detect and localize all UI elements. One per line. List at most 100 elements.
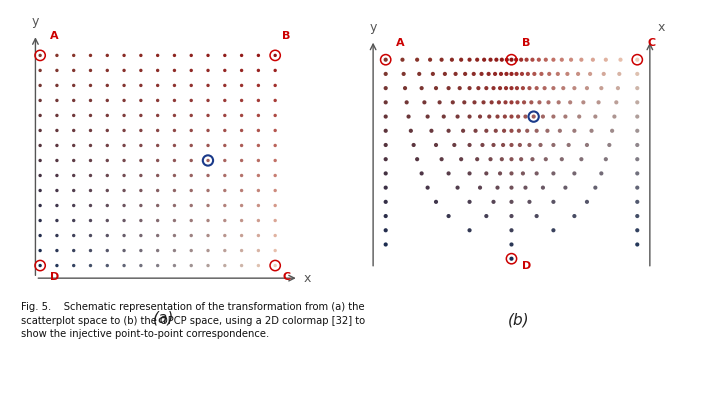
Point	[102, 67, 113, 74]
Point	[531, 213, 542, 219]
Point	[135, 172, 146, 179]
Point	[51, 127, 63, 134]
Point	[68, 82, 80, 89]
Point	[135, 232, 146, 239]
Point	[506, 85, 517, 91]
Point	[488, 142, 499, 148]
Point	[450, 71, 461, 77]
Point	[219, 262, 230, 269]
Point	[135, 247, 146, 254]
Point	[491, 57, 502, 63]
Point	[85, 127, 96, 134]
Point	[252, 97, 264, 103]
Point	[102, 232, 113, 239]
Point	[501, 85, 512, 91]
Point	[380, 128, 391, 134]
Point	[464, 227, 475, 234]
Point	[68, 232, 80, 239]
Point	[473, 85, 484, 91]
Point	[474, 113, 486, 120]
Point	[219, 127, 230, 134]
Point	[219, 82, 230, 89]
Point	[479, 57, 490, 63]
Point	[447, 57, 458, 63]
Point	[236, 247, 247, 254]
Point	[34, 142, 46, 148]
Point	[102, 247, 113, 254]
Point	[492, 184, 503, 191]
Point	[152, 262, 164, 269]
Point	[219, 232, 230, 239]
Point	[169, 232, 180, 239]
Text: C: C	[282, 272, 290, 282]
Point	[481, 170, 492, 177]
Point	[152, 217, 164, 224]
Point	[186, 232, 197, 239]
Point	[269, 202, 281, 209]
Point	[119, 142, 130, 148]
Point	[152, 142, 164, 148]
Point	[481, 128, 492, 134]
Point	[542, 128, 553, 134]
Point	[236, 142, 247, 148]
Point	[219, 247, 230, 254]
Point	[169, 97, 180, 103]
Point	[85, 82, 96, 89]
Point	[152, 82, 164, 89]
Point	[34, 127, 46, 134]
Point	[203, 187, 214, 194]
Point	[269, 217, 281, 224]
Point	[203, 217, 214, 224]
Point	[506, 256, 517, 262]
Point	[169, 112, 180, 119]
Point	[102, 202, 113, 209]
Point	[85, 262, 96, 269]
Point	[252, 157, 264, 164]
Point	[631, 170, 643, 177]
Point	[135, 217, 146, 224]
Point	[152, 202, 164, 209]
Point	[135, 67, 146, 74]
Point	[203, 127, 214, 134]
Point	[485, 57, 496, 63]
Point	[236, 67, 247, 74]
Point	[492, 113, 503, 120]
Point	[452, 184, 464, 191]
Point	[252, 142, 264, 148]
Point	[506, 71, 517, 77]
Point	[236, 157, 247, 164]
Point	[511, 85, 523, 91]
Point	[517, 170, 528, 177]
Point	[269, 127, 281, 134]
Point	[538, 184, 549, 191]
Point	[203, 82, 214, 89]
Point	[631, 213, 643, 219]
Point	[236, 112, 247, 119]
Text: Fig. 5.    Schematic representation of the transformation from (a) the
scatterpl: Fig. 5. Schematic representation of the …	[21, 302, 365, 339]
Point	[506, 213, 517, 219]
Point	[186, 187, 197, 194]
Point	[430, 85, 442, 91]
Point	[236, 262, 247, 269]
Point	[34, 217, 46, 224]
Point	[219, 67, 230, 74]
Point	[169, 67, 180, 74]
Point	[236, 172, 247, 179]
Point	[269, 232, 281, 239]
Point	[527, 156, 538, 162]
Point	[488, 85, 499, 91]
Point	[496, 57, 508, 63]
Point	[569, 213, 580, 219]
Point	[517, 85, 528, 91]
Point	[506, 113, 517, 120]
Point	[152, 247, 164, 254]
Point	[135, 262, 146, 269]
Point	[152, 97, 164, 103]
Point	[51, 172, 63, 179]
Point	[470, 128, 481, 134]
Point	[102, 142, 113, 148]
Point	[269, 142, 281, 148]
Point	[85, 52, 96, 59]
Point	[135, 187, 146, 194]
Point	[252, 172, 264, 179]
